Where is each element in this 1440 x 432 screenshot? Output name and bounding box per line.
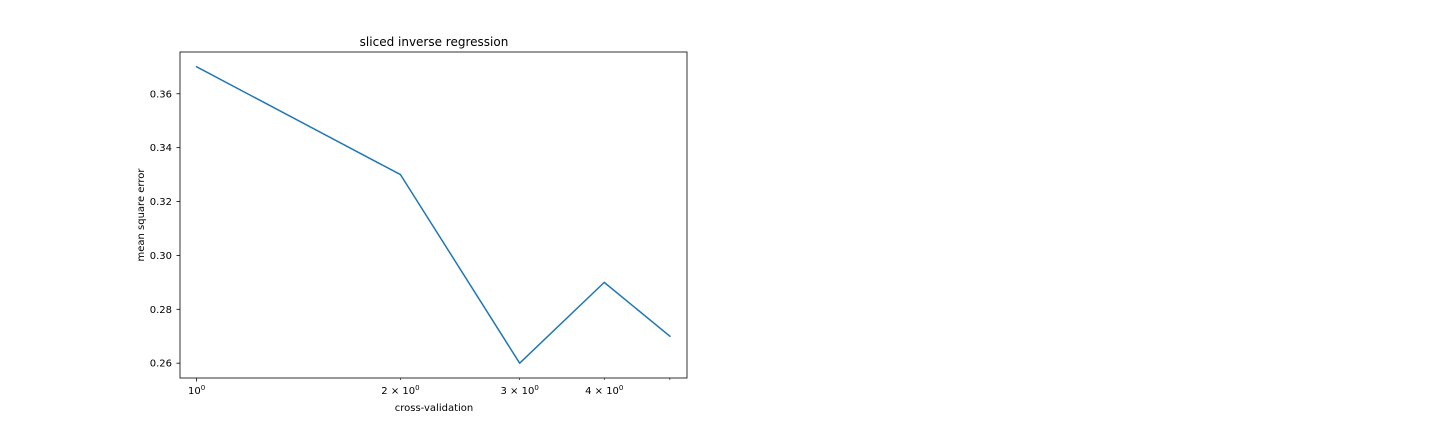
x-tick-label: 4 × 100 (585, 384, 623, 397)
x-tick-label-base: 3 × 10 (501, 386, 535, 397)
y-tick-label: 0.32 (150, 197, 172, 208)
x-tick-label-exponent: 0 (201, 384, 205, 392)
y-tick-label: 0.34 (150, 143, 172, 154)
x-tick-label-base: 2 × 10 (381, 386, 415, 397)
x-tick-label-exponent: 0 (619, 384, 623, 392)
series-layer (195, 65, 671, 364)
series-line (195, 65, 671, 364)
x-tick-label-exponent: 0 (534, 384, 538, 392)
y-axis: 0.26 0.28 0.30 0.32 0.34 0.36 (150, 89, 180, 370)
y-axis-label: mean square error (136, 168, 147, 262)
x-tick-label: 2 × 100 (381, 384, 419, 397)
y-tick-label: 0.36 (150, 89, 172, 100)
x-tick-label-base: 4 × 10 (585, 386, 619, 397)
x-axis: 100 2 × 100 3 × 100 4 × 100 (188, 378, 671, 397)
y-tick-label: 0.30 (150, 251, 172, 262)
y-tick-label: 0.26 (150, 359, 172, 370)
x-tick-label-base: 10 (188, 386, 201, 397)
plot-area (179, 51, 688, 379)
x-tick-label: 100 (188, 384, 205, 397)
x-tick-label: 3 × 100 (501, 384, 539, 397)
chart-title: sliced inverse regression (360, 35, 509, 49)
x-axis-label: cross-validation (395, 403, 474, 414)
y-tick-label: 0.28 (150, 305, 172, 316)
x-tick-label-exponent: 0 (415, 384, 419, 392)
